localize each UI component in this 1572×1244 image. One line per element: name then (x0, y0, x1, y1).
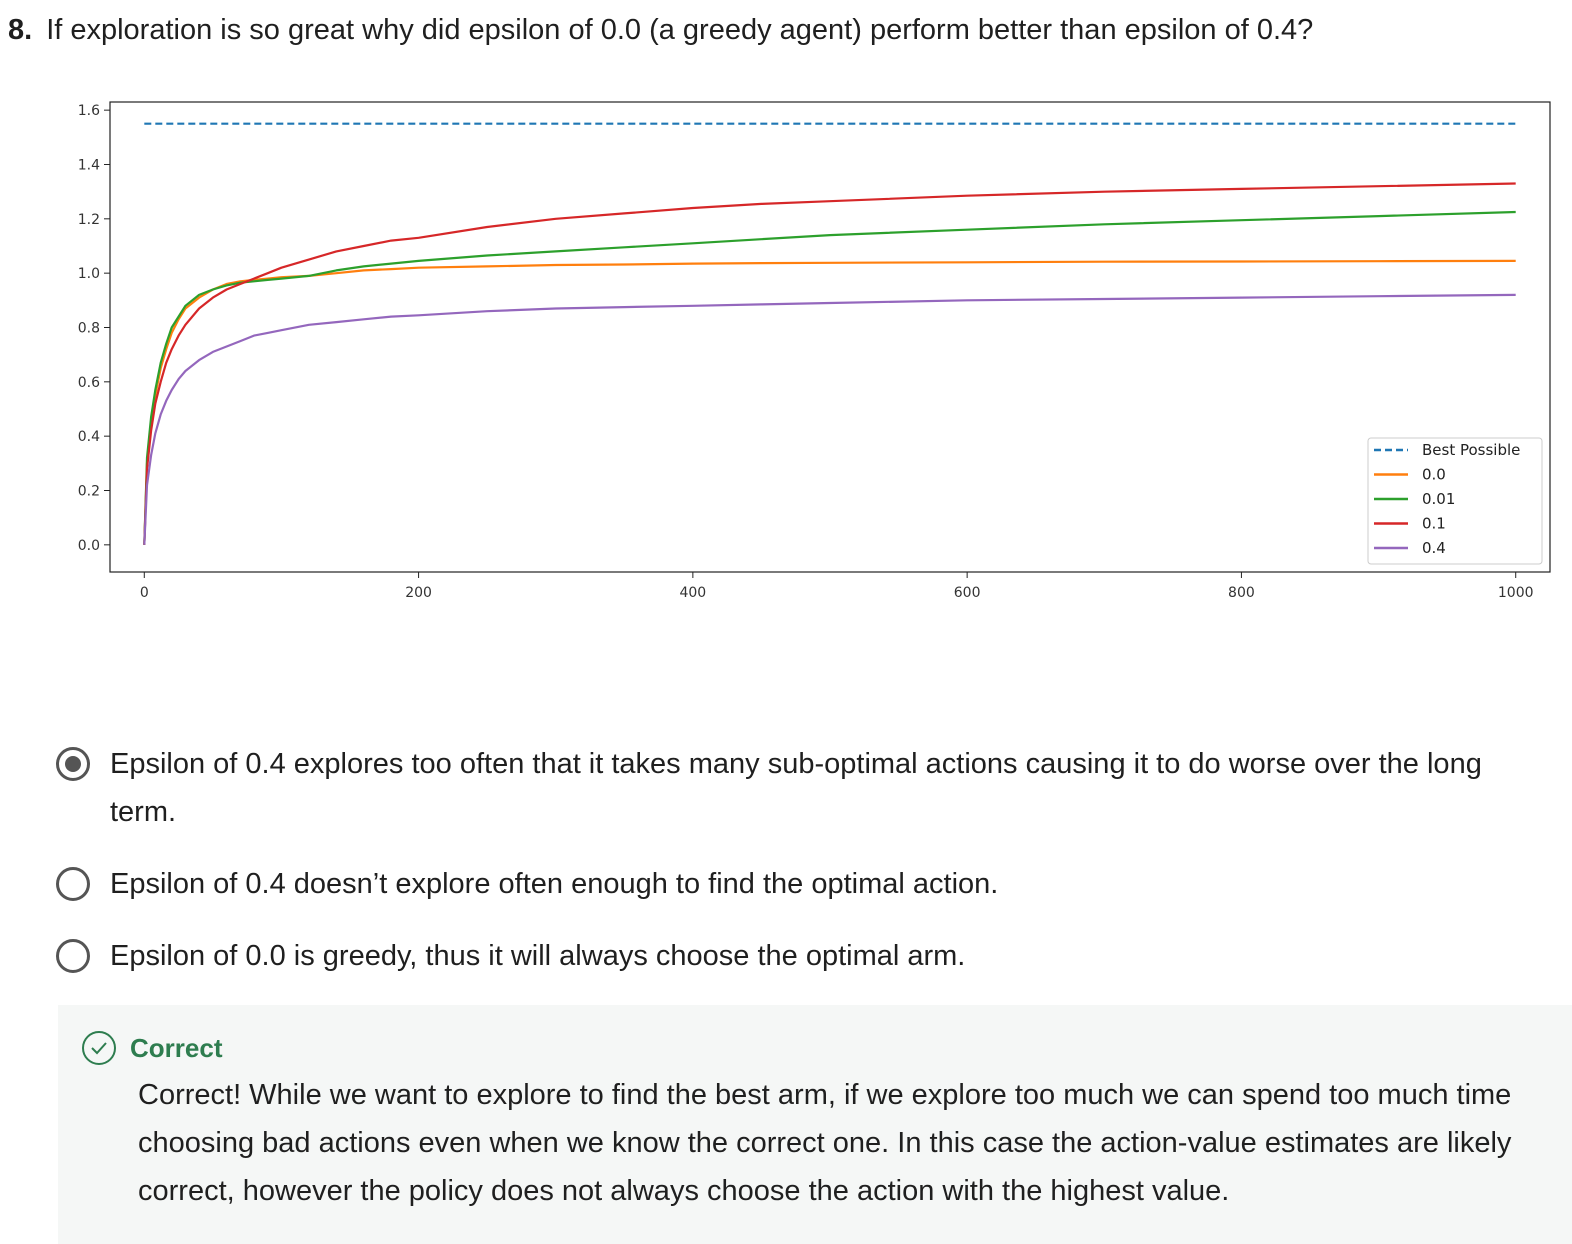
chart: 0.0 0.2 0.4 0.6 0.8 1.0 1.2 1.4 1.6 0 200 400 600 800… (0, 88, 1572, 618)
x-tick-label-3: 600 (954, 585, 981, 601)
feedback-header: Correct (82, 1031, 222, 1065)
series-line-4 (143, 293, 1516, 545)
legend-box (1367, 437, 1543, 565)
y-tick-label-1: 0.2 (78, 483, 100, 499)
feedback-title: Correct (130, 1032, 223, 1063)
y-tick-label-2: 0.4 (78, 429, 100, 445)
x-tick-label-4: 800 (1228, 585, 1255, 601)
x-tick-label-5: 1000 (1498, 585, 1534, 601)
answer-options: Epsilon of 0.4 explores too often that i… (56, 740, 1546, 1004)
feedback-panel: Correct Correct! While we want to explor… (58, 1005, 1572, 1244)
x-tick-label-2: 400 (679, 585, 706, 601)
y-tick-label-7: 1.4 (78, 157, 100, 173)
check-circle-icon (82, 1031, 116, 1065)
y-tick-label-0: 0.0 (78, 538, 100, 554)
question-number: 8. (8, 14, 33, 46)
y-tick-label-8: 1.6 (78, 103, 100, 119)
y-tick-label-5: 1.0 (78, 266, 100, 282)
y-tick-label-4: 0.8 (78, 320, 100, 336)
legend-label-3: 0.1 (1422, 515, 1446, 533)
y-tick-label-3: 0.6 (78, 375, 100, 391)
radio-button-1[interactable] (56, 747, 90, 781)
legend-label-4: 0.4 (1422, 539, 1446, 557)
legend-label-1: 0.0 (1422, 466, 1446, 484)
legend-label-2: 0.01 (1422, 490, 1455, 508)
x-tick-label-0: 0 (140, 585, 149, 601)
option-1[interactable]: Epsilon of 0.4 explores too often that i… (56, 740, 1546, 836)
option-3[interactable]: Epsilon of 0.0 is greedy, thus it will a… (56, 932, 1546, 980)
option-2[interactable]: Epsilon of 0.4 doesn’t explore often eno… (56, 860, 1546, 908)
question: 8. If exploration is so great why did ep… (8, 8, 1313, 52)
series-line-2 (143, 210, 1516, 545)
option-2-label: Epsilon of 0.4 doesn’t explore often eno… (110, 868, 999, 900)
radio-button-2[interactable] (56, 867, 90, 901)
x-tick-label-1: 200 (405, 585, 432, 601)
question-text: If exploration is so great why did epsil… (46, 14, 1314, 46)
option-3-label: Epsilon of 0.0 is greedy, thus it will a… (110, 940, 966, 972)
y-tick-label-6: 1.2 (78, 212, 100, 228)
radio-button-3[interactable] (56, 939, 90, 973)
plot-frame (109, 101, 1551, 573)
feedback-text: Correct! While we want to explore to fin… (138, 1079, 1512, 1207)
line-chart: 0.0 0.2 0.4 0.6 0.8 1.0 1.2 1.4 1.6 0 200 400 600 800… (78, 101, 1551, 601)
legend-label-0: Best Possible (1422, 441, 1520, 459)
series-line-3 (143, 182, 1516, 545)
option-1-label: Epsilon of 0.4 explores too often that i… (110, 748, 1482, 828)
